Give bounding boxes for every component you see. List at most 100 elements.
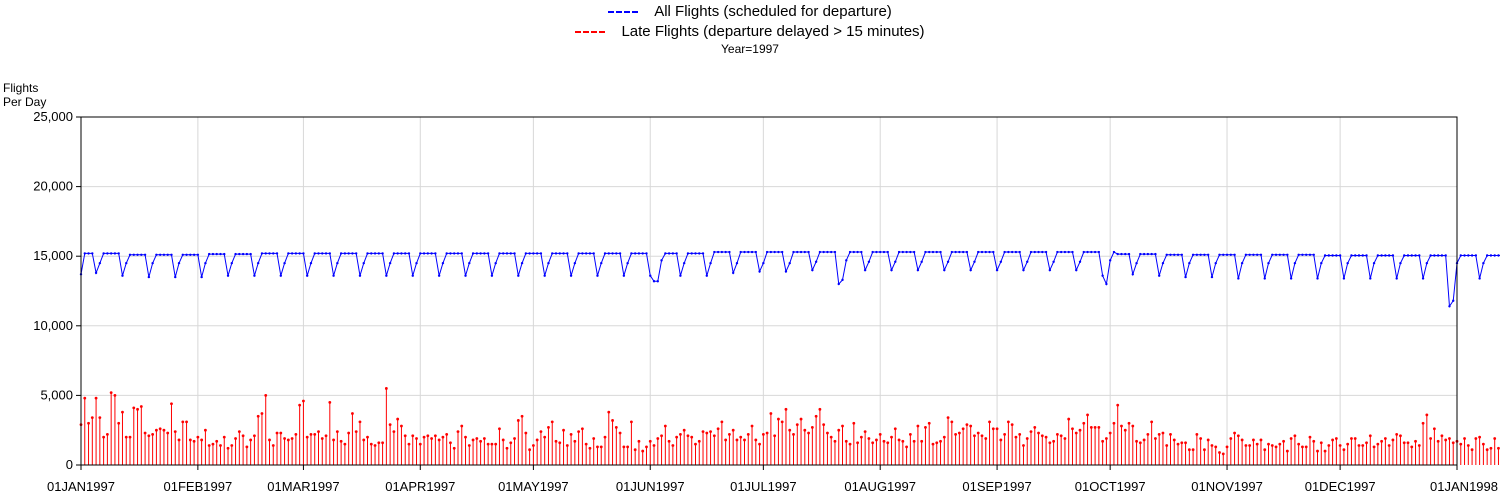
y-axis-title-line-2: Per Day xyxy=(3,95,47,109)
x-tick-label: 01APR1997 xyxy=(385,479,455,494)
all-flights-point xyxy=(1191,253,1195,257)
all-flights-point xyxy=(901,250,905,254)
late-flight-point xyxy=(339,439,343,443)
all-flights-point xyxy=(792,250,795,254)
late-flight-point xyxy=(1395,432,1399,436)
late-flight-point xyxy=(927,421,931,425)
all-flights-point xyxy=(1033,250,1036,254)
all-flights-point xyxy=(1384,254,1387,257)
all-flights-point xyxy=(275,252,279,255)
late-flight-point xyxy=(912,439,916,443)
all-flights-point xyxy=(799,250,803,254)
late-flight-point xyxy=(177,438,181,442)
late-flight-point xyxy=(415,437,418,440)
all-flights-point xyxy=(1173,253,1176,257)
all-flights-point xyxy=(332,274,335,277)
late-flight-point xyxy=(905,445,908,449)
all-flights-point xyxy=(935,250,938,254)
late-flight-point xyxy=(984,437,988,440)
all-flights-point xyxy=(558,252,561,255)
all-flights-point xyxy=(441,261,445,265)
all-flights-point xyxy=(1376,254,1380,257)
all-flights-point xyxy=(1184,275,1187,279)
all-flights-point xyxy=(1444,254,1447,257)
late-flight-point xyxy=(132,406,136,410)
all-flights-point xyxy=(603,252,607,255)
late-flight-point xyxy=(1402,441,1406,445)
late-flight-point xyxy=(848,442,852,446)
all-flights-point xyxy=(1391,254,1395,257)
late-flight-point xyxy=(1372,445,1376,449)
late-flight-point xyxy=(1233,431,1236,435)
late-flight-point xyxy=(1327,444,1331,447)
late-flight-point xyxy=(694,442,697,446)
x-tick-label: 01AUG1997 xyxy=(844,479,916,494)
all-flights-point xyxy=(351,252,354,255)
all-flights-point xyxy=(196,253,200,257)
all-flights-point xyxy=(1421,277,1425,280)
late-flight-point xyxy=(1368,434,1372,438)
late-flight-point xyxy=(1353,437,1357,440)
late-flight-point xyxy=(460,424,464,428)
late-flight-point xyxy=(1282,439,1285,443)
late-flight-point xyxy=(1474,437,1478,440)
late-flight-point xyxy=(498,427,501,431)
all-flights-point xyxy=(373,252,377,255)
y-tick-label: 5,000 xyxy=(40,387,73,402)
all-flights-point xyxy=(321,252,324,255)
late-flight-point xyxy=(351,412,354,415)
all-flights-point xyxy=(253,274,256,277)
late-flight-point xyxy=(618,431,622,435)
late-flight-point xyxy=(1172,438,1176,442)
x-tick-label: 01JAN1997 xyxy=(47,479,115,494)
late-flight-point xyxy=(422,435,426,439)
late-flight-point xyxy=(486,442,490,446)
late-flight-point xyxy=(1018,432,1022,436)
all-flights-point xyxy=(189,253,192,257)
x-tick-label: 01DEC1997 xyxy=(1305,479,1376,494)
all-flights-point xyxy=(1018,250,1021,254)
late-flight-point xyxy=(607,410,611,414)
all-flights-point xyxy=(207,252,211,256)
all-flights-point xyxy=(366,252,369,255)
late-flight-point xyxy=(475,437,479,440)
all-flights-point xyxy=(1331,254,1334,257)
all-flights-point xyxy=(128,253,132,257)
late-flight-point xyxy=(758,442,761,446)
late-flight-point xyxy=(1319,441,1323,445)
late-flight-point xyxy=(931,442,935,446)
legend-label-all-flights: All Flights (scheduled for departure) xyxy=(654,3,892,20)
late-flight-point xyxy=(878,432,882,436)
late-flight-point xyxy=(1463,437,1466,440)
late-flight-point xyxy=(200,438,204,442)
all-flights-point xyxy=(1022,268,1025,272)
all-flights-point xyxy=(1124,252,1127,256)
all-flights-point xyxy=(479,252,482,255)
late-flight-point xyxy=(313,432,317,436)
all-flights-point xyxy=(1210,275,1214,279)
late-flight-point xyxy=(1406,441,1410,445)
late-flight-point xyxy=(305,435,309,439)
all-flights-point xyxy=(1263,277,1266,280)
all-flights-point xyxy=(735,261,739,265)
all-flights-point xyxy=(969,268,972,272)
legend-swatch-all-flights xyxy=(608,11,639,14)
all-flights-point xyxy=(309,261,313,265)
late-flight-point xyxy=(1444,438,1448,442)
all-flights-point xyxy=(871,250,874,254)
all-flights-point xyxy=(343,252,347,255)
all-flights-point xyxy=(1436,254,1440,257)
late-flight-point xyxy=(317,430,320,433)
late-flight-point xyxy=(143,431,147,435)
late-flight-point xyxy=(701,430,705,433)
all-flights-point xyxy=(385,274,388,277)
late-flight-point xyxy=(1097,426,1101,429)
late-flight-point xyxy=(633,448,637,452)
late-flight-point xyxy=(716,427,720,431)
all-flights-point xyxy=(1387,254,1391,257)
all-flights-point xyxy=(1218,253,1221,257)
late-flight-point xyxy=(622,445,626,449)
late-flight-point xyxy=(188,438,192,442)
y-axis-title-line-1: Flights xyxy=(3,81,39,95)
late-flight-point xyxy=(249,438,253,442)
